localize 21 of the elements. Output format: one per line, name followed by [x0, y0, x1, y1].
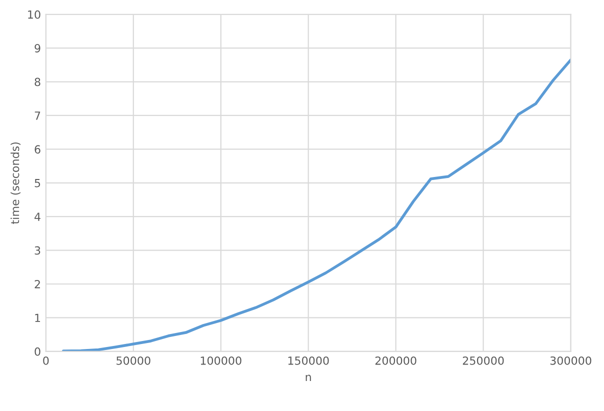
- y-tick-label: 4: [34, 212, 40, 221]
- x-tick-label: 300000: [550, 356, 592, 365]
- y-axis-title: time (seconds): [10, 142, 21, 224]
- y-tick-label: 1: [35, 314, 40, 322]
- y-tick-label: 9: [34, 44, 40, 52]
- x-tick-label: 100000: [200, 356, 242, 365]
- y-tick-label: 8: [34, 78, 40, 86]
- x-tick-label: 150000: [288, 356, 329, 365]
- line-series: [62, 58, 571, 352]
- x-tick-label: 50000: [116, 356, 150, 365]
- y-tick-label: 3: [34, 246, 40, 255]
- x-tick-label: 200000: [375, 356, 416, 365]
- y-tick-label: 0: [34, 347, 40, 356]
- y-tick-label: 6: [34, 145, 40, 154]
- x-axis-title: n: [306, 374, 311, 382]
- y-tick-label: 5: [34, 179, 40, 188]
- x-tick-label: 250000: [462, 356, 504, 365]
- y-tick-label: 10: [28, 10, 40, 19]
- x-tick-label: 0: [43, 356, 49, 365]
- y-tick-label: 2: [34, 280, 40, 288]
- y-tick-label: 7: [34, 112, 40, 120]
